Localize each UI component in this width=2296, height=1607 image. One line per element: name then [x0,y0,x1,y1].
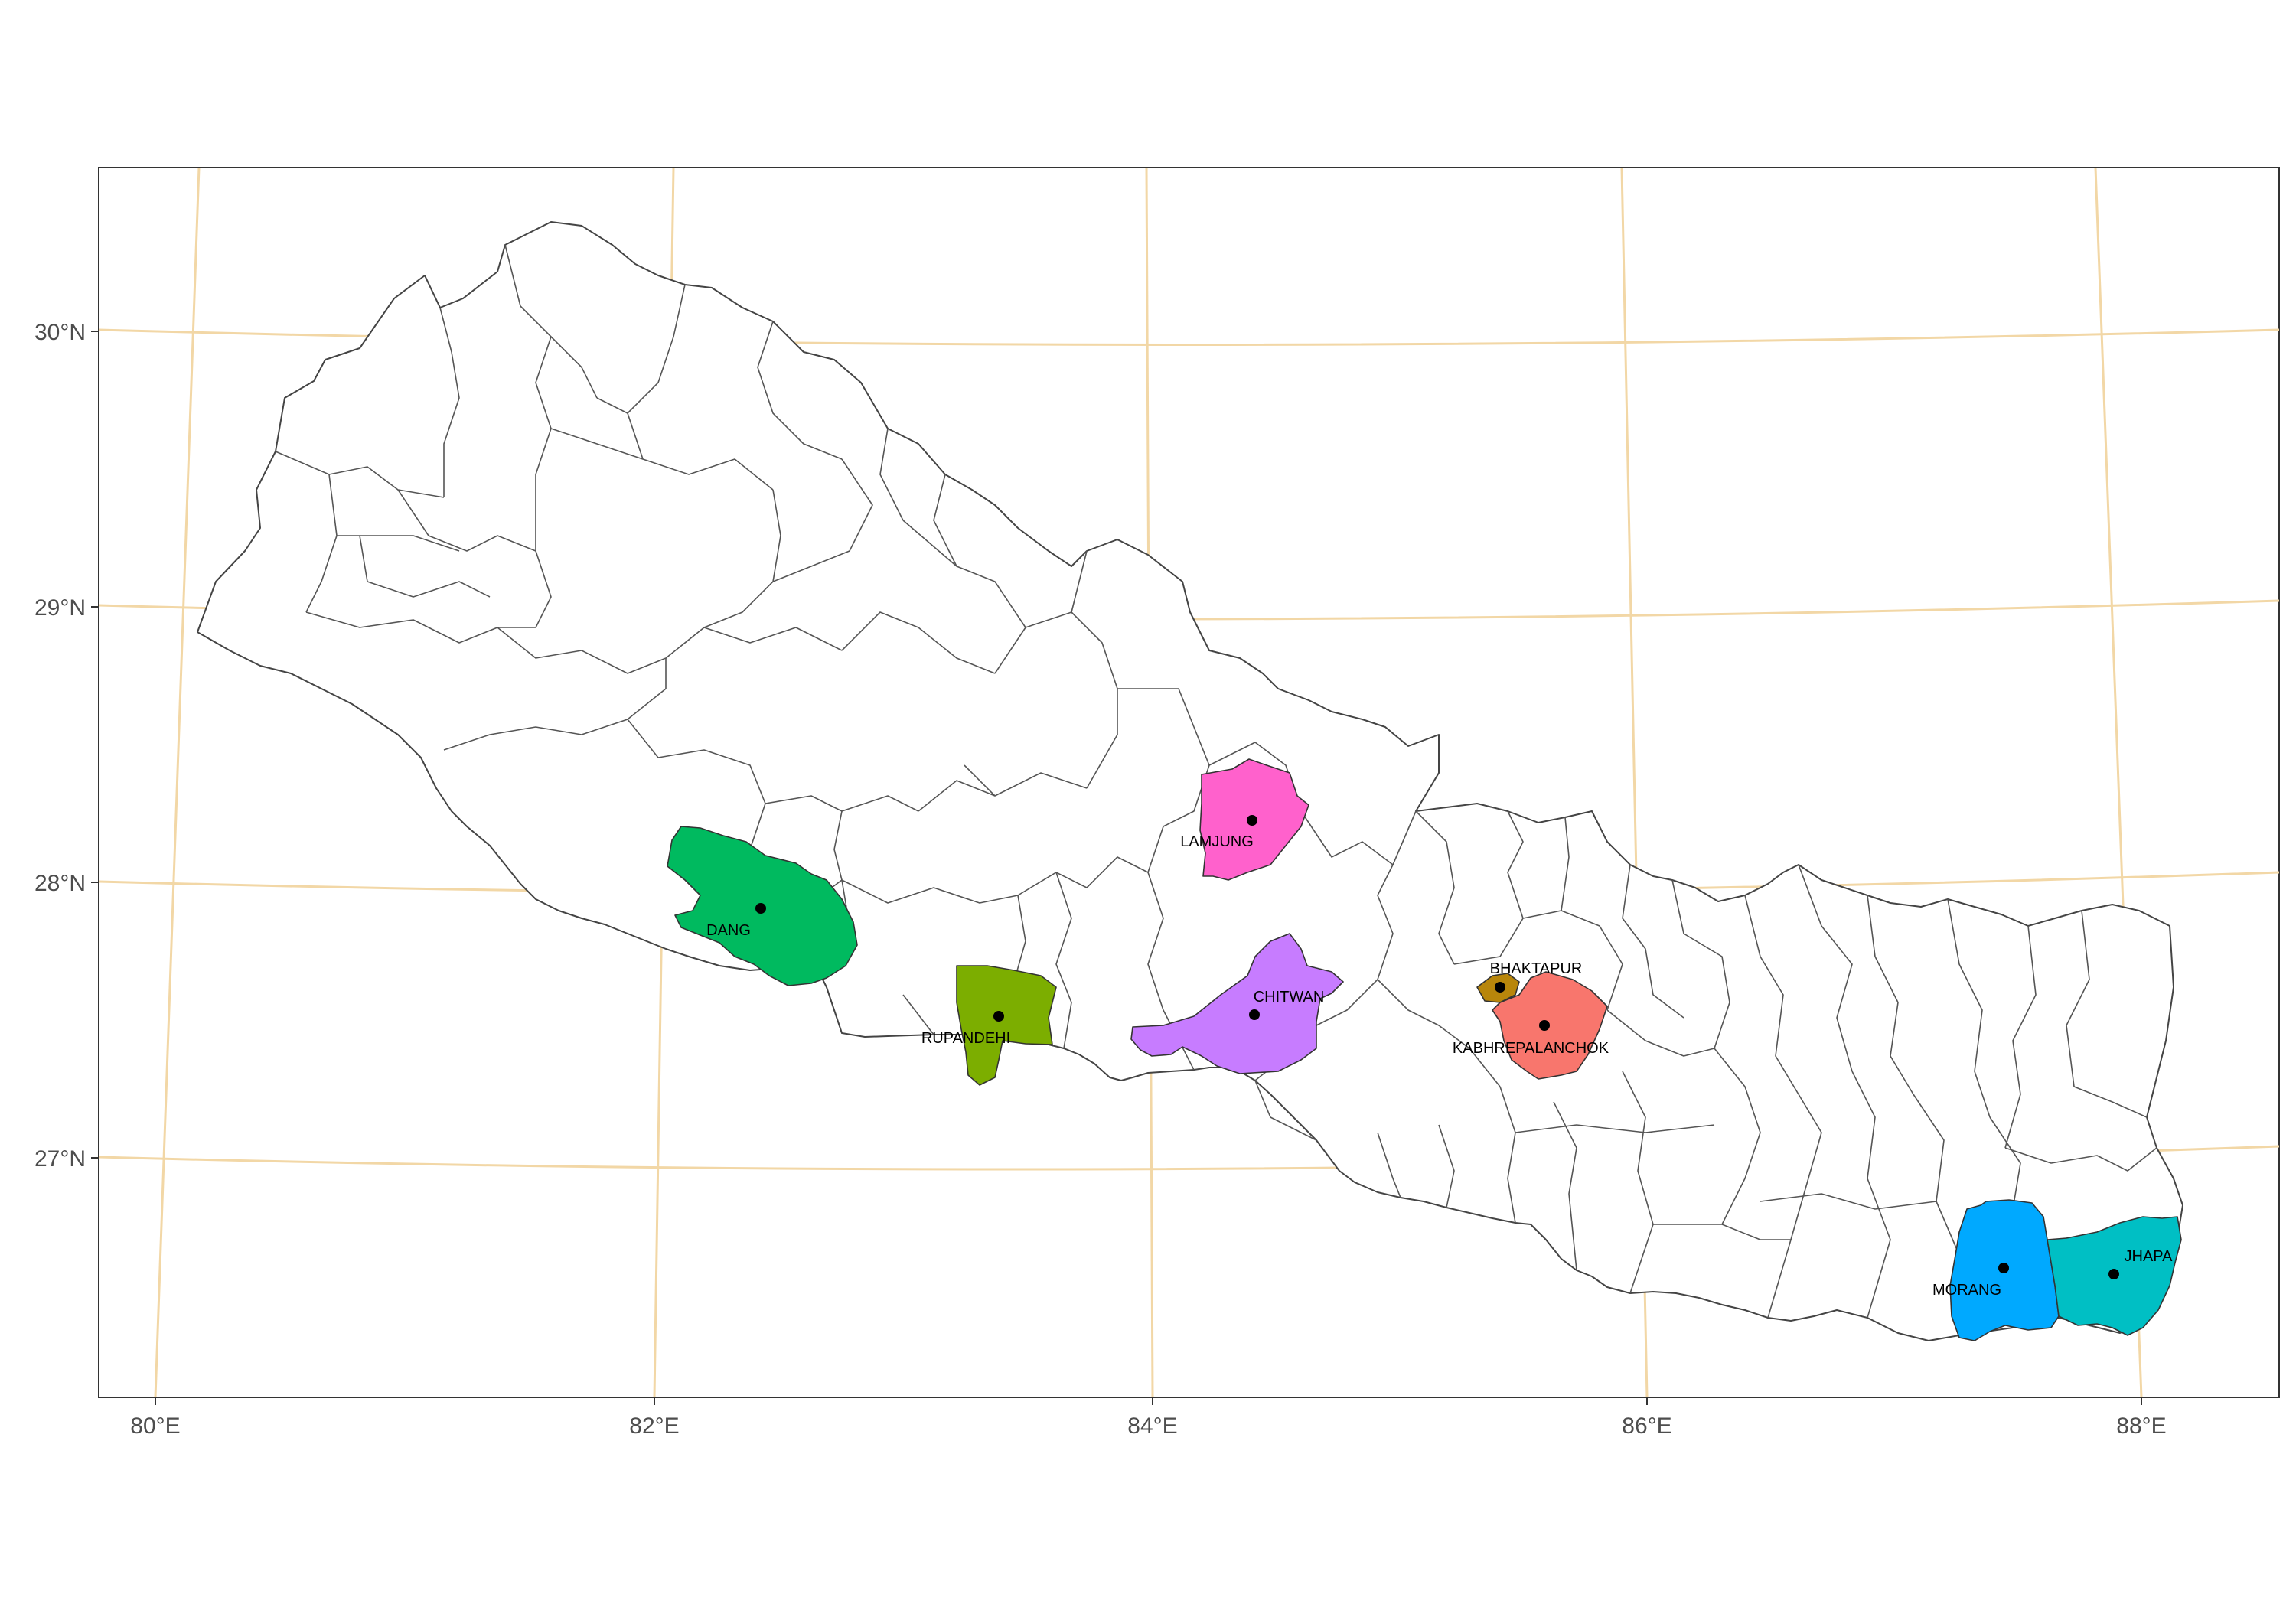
label-rupandehi: RUPANDEHI [921,1030,1010,1047]
centroid-rupandehi [993,1011,1004,1022]
label-bhaktapur: BHAKTAPUR [1490,960,1583,977]
y-axis: 30°N 29°N 28°N 27°N [34,320,99,1172]
label-chitwan: CHITWAN [1254,989,1325,1006]
centroid-morang [1998,1263,2009,1273]
centroid-dang [755,903,766,914]
label-lamjung: LAMJUNG [1180,833,1254,850]
district-centroids [755,815,2119,1279]
x-tick-label: 82°E [629,1413,679,1439]
y-tick-label: 30°N [34,320,86,345]
x-tick-label: 84°E [1127,1413,1177,1439]
label-dang: DANG [706,922,751,939]
x-axis: 80°E 82°E 84°E 86°E 88°E [130,1397,2167,1439]
label-kabhrepalanchok: KABHREPALANCHOK [1453,1040,1609,1057]
centroid-jhapa [2108,1269,2119,1279]
label-jhapa: JHAPA [2125,1248,2174,1265]
y-tick-label: 29°N [34,595,86,621]
y-tick-label: 27°N [34,1146,86,1172]
district-labels: DANG RUPANDEHI LAMJUNG CHITWAN BHAKTAPUR… [706,833,2173,1299]
label-morang: MORANG [1932,1282,2001,1299]
y-tick-label: 28°N [34,871,86,896]
centroid-bhaktapur [1495,982,1505,993]
x-tick-label: 88°E [2116,1413,2166,1439]
centroid-lamjung [1247,815,1257,826]
x-tick-label: 86°E [1622,1413,1671,1439]
meridian-80e [154,167,201,1398]
x-tick-label: 80°E [130,1413,180,1439]
centroid-chitwan [1249,1009,1260,1020]
district-chitwan[interactable] [1130,933,1344,1074]
centroid-kabhrepalanchok [1539,1020,1550,1031]
district-rupandehi[interactable] [956,965,1057,1086]
